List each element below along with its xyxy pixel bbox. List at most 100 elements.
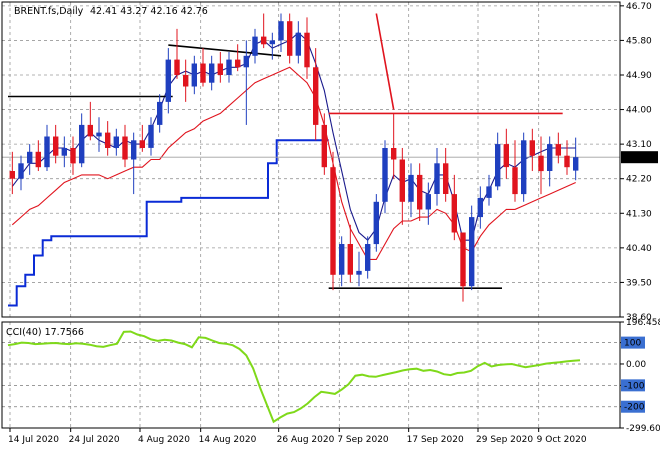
ma-slow-line [11,66,576,260]
candle-body [321,124,327,168]
candle-body [96,132,102,137]
cci-indicator [2,330,620,424]
candle-body [486,186,492,198]
cci-line [7,330,581,424]
candle-body [217,63,223,75]
candle-body [148,124,154,148]
candle-body [131,140,137,160]
candle-body [209,63,215,83]
candle-body [555,144,561,156]
current-price-label: 42.76 [624,153,650,163]
cci-tick-label: 196.4581 [626,318,660,328]
price-tick-label: 45.80 [626,36,652,46]
candle-body [538,155,544,172]
candle-body [235,59,241,68]
candle-body [313,67,319,125]
candle-body [79,124,85,164]
candle-body [521,140,527,195]
price-tick-label: 38.60 [626,313,652,323]
candle-body [512,167,518,195]
candle-body [564,155,570,168]
candle-body [27,151,33,164]
main-plot-frame [1,1,621,318]
candle-body [434,163,440,194]
price-tick-label: 44.90 [626,71,652,81]
price-tick-label: 40.40 [626,244,652,254]
cci-tick-label: -299.603 [626,424,660,434]
candle-body [35,151,41,168]
time-tick-label: 14 Aug 2020 [199,435,257,445]
candle-body [18,163,24,179]
chart-title: BRENT.fs,Daily [14,6,84,17]
candle-body [399,159,405,202]
candle-body [469,217,475,287]
cci-tick-label: -200 [624,403,645,413]
cci-tick-label: 0.00 [626,360,646,370]
candle-body [391,148,397,160]
price-tick-label: 39.50 [626,278,652,288]
candle-body [113,136,119,148]
candle-body [417,174,423,210]
trailing-stop-line [8,139,329,307]
time-tick-label: 24 Jul 2020 [69,435,120,445]
candle-body [200,63,206,83]
axes: 46.70 45.80 44.90 44.00 43.10 42.20 41.30 40.40… [8,2,660,445]
candle-body [226,59,232,75]
time-tick-label: 29 Sep 2020 [476,435,533,445]
price-tick-label: 44.00 [626,106,652,116]
cci-tick-label: -100 [624,381,645,391]
candle-body [269,40,275,45]
cci-level-box [621,336,645,349]
candle-body [495,144,501,187]
ma-fast-line [11,31,576,242]
candle-body [70,148,76,164]
cci-level-box [621,400,645,413]
price-tick-label: 42.20 [626,175,652,185]
cci-title: CCI(40) 17.7566 [6,327,84,338]
candle-body [477,197,483,218]
candle-body [460,232,466,287]
trendline [168,44,282,57]
candle-body [443,163,449,194]
candle-body [373,201,379,245]
ohlc-readout: 42.41 43.27 42.16 42.76 [90,6,208,17]
cci-plot-frame [1,321,621,429]
candle-body [252,36,258,56]
candle-body [9,171,15,179]
candle-body [174,59,180,75]
current-price-box [621,151,658,164]
time-tick-label: 4 Aug 2020 [138,435,190,445]
price-tick-label: 43.10 [626,140,652,150]
cci-level-box [621,379,645,392]
overlay-lines [2,13,620,307]
candle-body [243,55,249,68]
candle-body [382,148,388,202]
time-tick-label: 14 Jul 2020 [8,435,59,445]
candle-body [183,75,189,87]
candle-body [139,140,145,148]
time-tick-label: 17 Sep 2020 [407,435,464,445]
candle-body [122,136,128,160]
candle-body [425,194,431,210]
cci-tick-label: 100 [624,339,641,349]
candle-body [44,136,50,168]
candle-body [573,157,579,171]
candle-body [339,244,345,275]
candle-body [61,148,67,156]
candle-body [356,270,362,275]
trendline [375,13,395,110]
candles [9,13,579,302]
time-tick-label: 7 Sep 2020 [337,435,389,445]
candle-body [347,244,353,275]
candle-body [529,140,535,156]
candle-body [191,63,197,87]
candle-body [278,21,284,41]
candle-body [503,144,509,168]
candle-body [105,132,111,148]
price-tick-label: 46.70 [626,2,652,12]
price-tick-label: 41.30 [626,209,652,219]
candle-body [408,174,414,202]
candle-body [87,124,93,137]
candle-body [287,21,293,56]
candle-body [295,32,301,56]
